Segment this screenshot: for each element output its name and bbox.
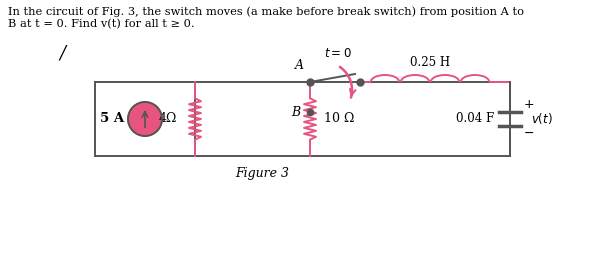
Text: 10 Ω: 10 Ω bbox=[324, 112, 354, 125]
Text: 4Ω: 4Ω bbox=[159, 112, 177, 125]
Circle shape bbox=[128, 102, 162, 136]
Text: B: B bbox=[291, 106, 300, 119]
Text: A: A bbox=[295, 59, 304, 72]
Text: 5 A: 5 A bbox=[100, 112, 124, 125]
Text: /: / bbox=[59, 45, 65, 63]
Text: 0.04 F: 0.04 F bbox=[456, 112, 494, 125]
Text: $v(t)$: $v(t)$ bbox=[531, 111, 553, 126]
Text: $t=0$: $t=0$ bbox=[324, 47, 352, 60]
Text: In the circuit of Fig. 3, the switch moves (a make before break switch) from pos: In the circuit of Fig. 3, the switch mov… bbox=[8, 6, 524, 17]
Text: Figure 3: Figure 3 bbox=[235, 167, 290, 181]
Text: −: − bbox=[524, 127, 534, 140]
Text: B at t = 0. Find v(t) for all t ≥ 0.: B at t = 0. Find v(t) for all t ≥ 0. bbox=[8, 19, 195, 29]
Text: 0.25 H: 0.25 H bbox=[410, 56, 450, 69]
Text: +: + bbox=[524, 98, 534, 111]
